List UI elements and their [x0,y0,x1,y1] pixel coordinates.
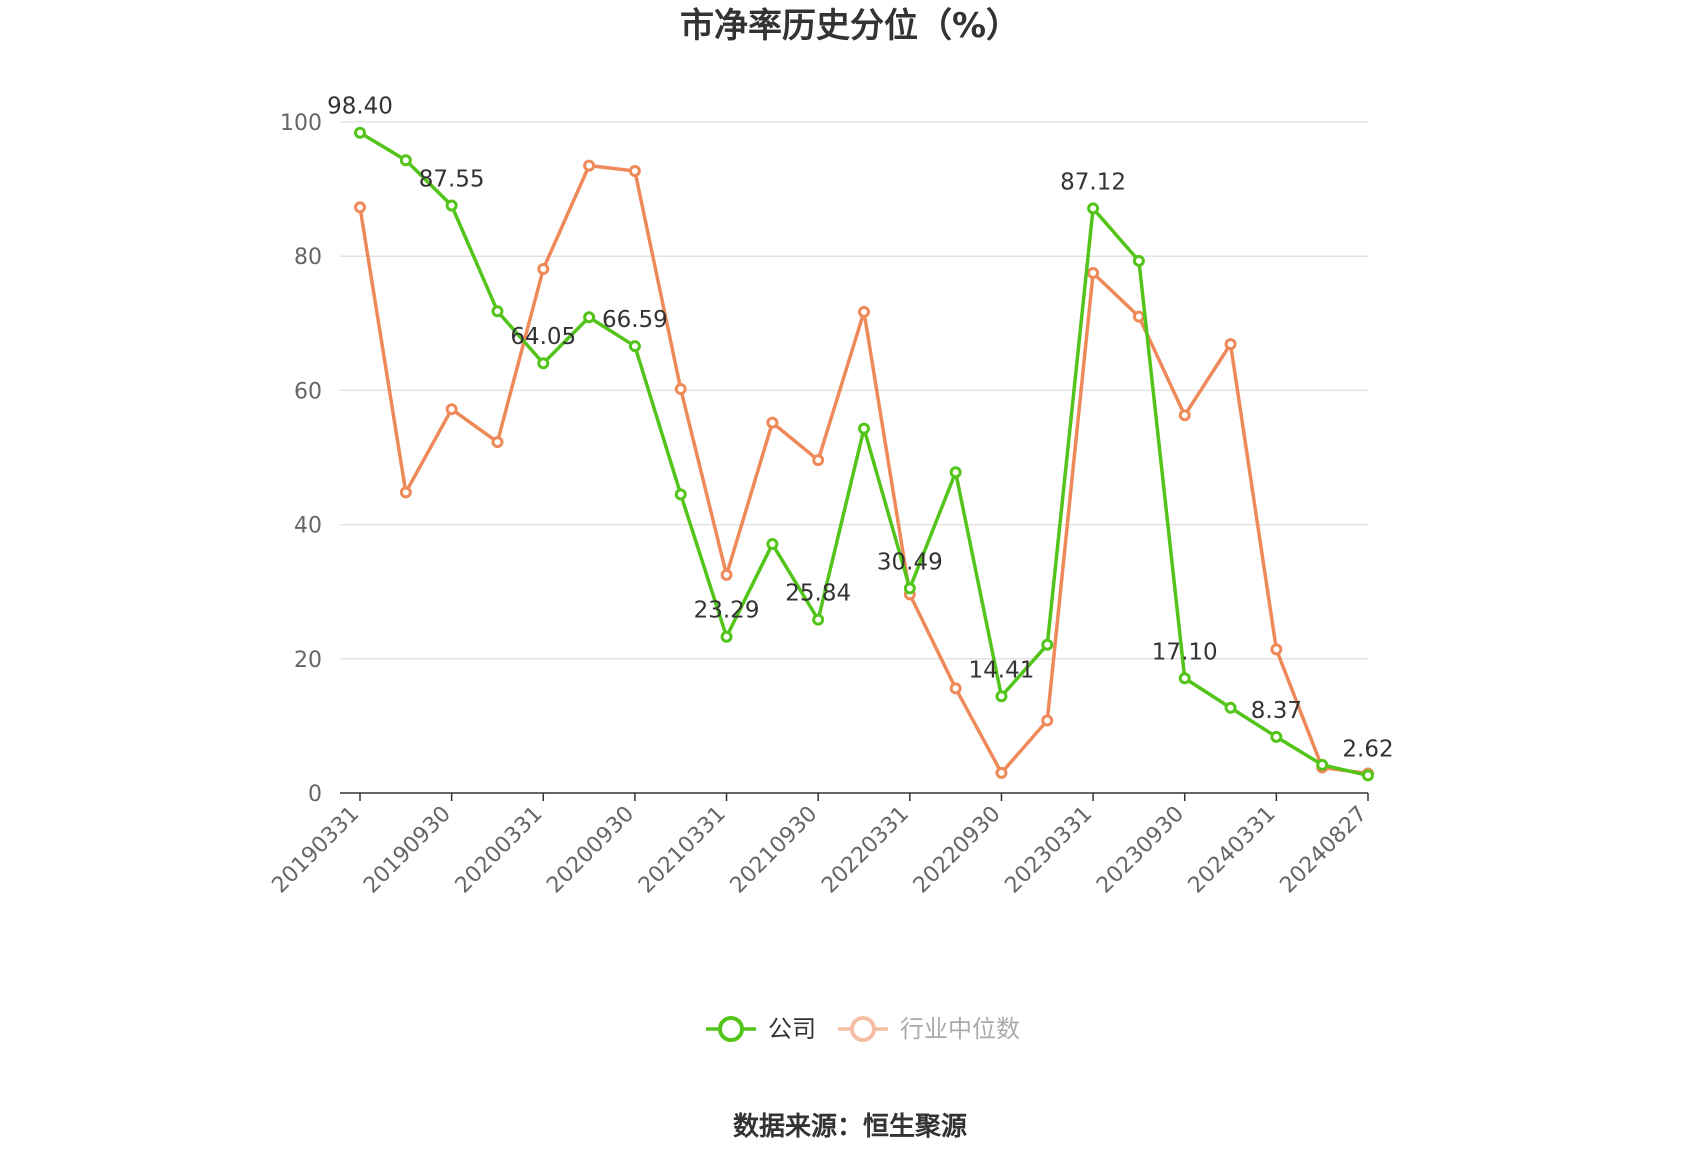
data-point[interactable] [628,340,641,353]
data-label: 30.49 [877,549,943,575]
x-tick-label: 20200331 [451,802,548,899]
y-axis: 0 20 40 60 80 100 [280,111,322,807]
x-tick-label: 20210331 [634,802,731,899]
data-point[interactable] [858,422,870,435]
y-tick-label: 0 [308,782,322,807]
data-point[interactable] [949,466,962,479]
legend-item-company[interactable]: 公司 [706,1015,816,1043]
data-point[interactable] [1224,338,1237,351]
data-point[interactable] [812,454,825,467]
series-company [354,126,1374,782]
legend-item-industry-median[interactable]: 行业中位数 [838,1015,1020,1043]
data-point[interactable] [1041,638,1054,651]
data-point[interactable] [354,126,366,139]
data-point[interactable] [858,305,870,318]
x-tick-label: 20240331 [1184,802,1281,899]
legend-label: 行业中位数 [900,1015,1020,1043]
data-point[interactable] [812,613,825,626]
y-tick-label: 60 [294,379,322,404]
data-label: 98.40 [327,94,393,120]
data-point[interactable] [399,486,412,499]
source-note: 数据来源：恒生聚源 [733,1112,967,1142]
x-tick-label: 20190930 [359,802,456,899]
data-label: 87.12 [1060,169,1126,195]
data-point[interactable] [583,159,596,172]
x-tick-label: 20240827 [1275,802,1372,899]
grid [340,121,1368,660]
data-point[interactable] [720,568,733,581]
data-point[interactable] [1178,672,1191,685]
chart-title: 市净率历史分位（%） [680,6,1020,46]
data-label: 23.29 [694,598,760,624]
x-tick-label: 20190331 [267,802,364,899]
data-label: 66.59 [602,307,668,333]
data-labels: 98.40 87.55 64.05 66.59 23.29 25.84 30.49 14.41… [327,94,1394,763]
data-point[interactable] [1224,701,1237,714]
data-point[interactable] [399,154,412,167]
data-point[interactable] [1132,254,1145,267]
data-label: 2.62 [1342,736,1393,762]
data-point[interactable] [445,199,458,212]
data-point[interactable] [1270,730,1283,743]
data-point[interactable] [720,630,733,643]
x-tick-label: 20220331 [817,802,914,899]
x-tick-label: 20230930 [1092,802,1189,899]
data-point[interactable] [674,488,687,501]
data-label: 25.84 [785,581,851,607]
data-label: 87.55 [419,167,485,193]
data-point[interactable] [1087,202,1100,215]
x-tick-label: 20230331 [1000,802,1097,899]
data-point[interactable] [583,311,596,324]
data-point[interactable] [1270,643,1283,656]
data-point[interactable] [995,690,1008,703]
data-point[interactable] [766,416,779,429]
y-tick-label: 80 [294,245,322,270]
data-point[interactable] [995,766,1008,779]
legend-label: 公司 [768,1015,816,1043]
y-tick-label: 100 [280,111,322,136]
data-point[interactable] [766,538,779,551]
data-point[interactable] [491,436,504,449]
data-label: 64.05 [510,324,576,350]
x-tick-label: 20210930 [726,802,823,899]
data-point[interactable] [491,305,504,318]
data-point[interactable] [1087,266,1100,279]
series-line [359,131,1369,778]
legend[interactable]: 公司 行业中位数 [706,1015,1020,1043]
data-label: 8.37 [1251,698,1302,724]
series-layer [354,126,1374,782]
data-point[interactable] [1132,310,1145,323]
data-label: 17.10 [1152,639,1218,665]
data-point[interactable] [537,262,550,275]
data-point[interactable] [1178,409,1191,422]
data-label: 14.41 [969,657,1035,683]
series-industry-median [354,159,1374,780]
x-tick-label: 20220930 [909,802,1006,899]
data-point[interactable] [903,582,916,595]
y-tick-label: 20 [294,648,322,673]
data-point[interactable] [674,383,687,396]
data-point[interactable] [445,403,458,416]
data-point[interactable] [949,682,962,695]
data-point[interactable] [354,201,366,214]
data-point[interactable] [1316,758,1329,771]
x-tick-label: 20200930 [542,802,639,899]
legend-marker [718,1016,744,1042]
data-point[interactable] [1362,769,1374,782]
data-point[interactable] [628,164,641,177]
data-point[interactable] [537,357,550,370]
legend-marker [850,1016,876,1042]
y-tick-label: 40 [294,514,322,539]
x-axis: 2019033120190930202003312020093020210331… [267,792,1372,899]
data-point[interactable] [1041,714,1054,727]
